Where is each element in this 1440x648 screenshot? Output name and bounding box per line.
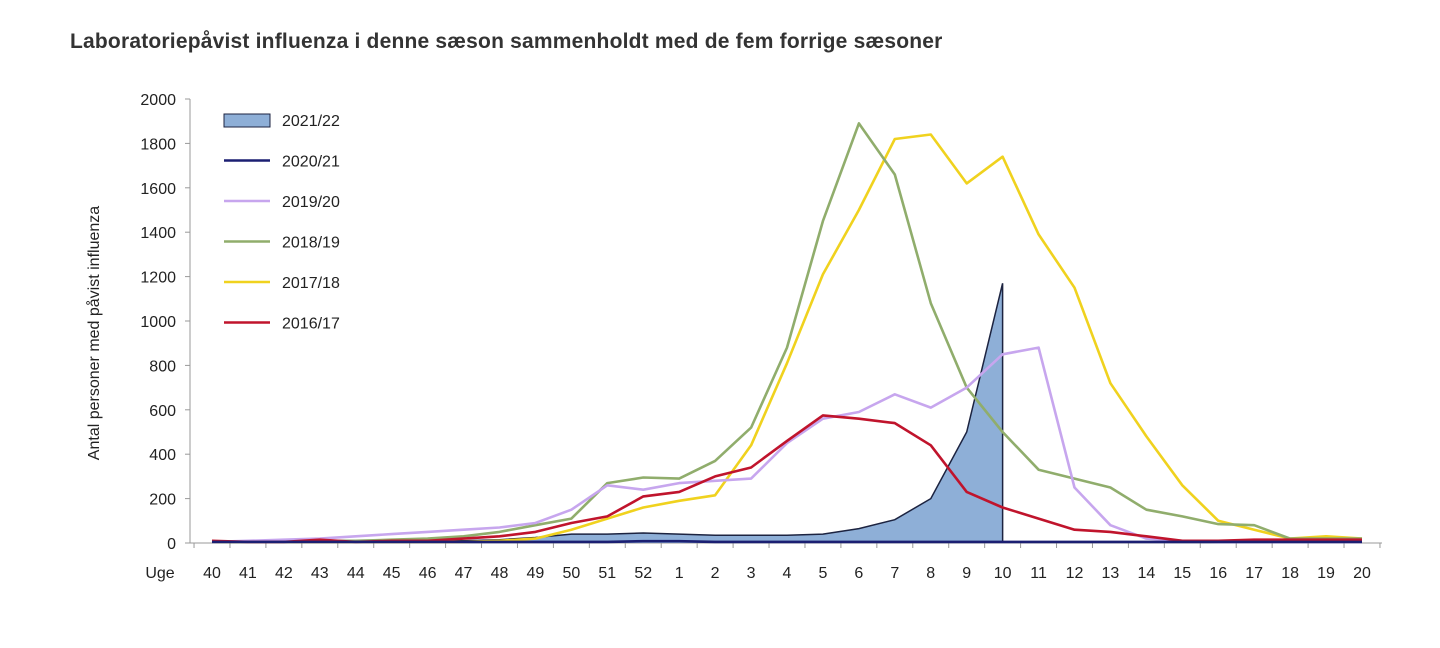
x-tick-label: 16 [1209, 565, 1227, 582]
series-2021-22-area [212, 283, 1003, 543]
x-tick-label: 13 [1102, 565, 1120, 582]
x-tick-label: 42 [275, 565, 293, 582]
legend-label: 2019/20 [282, 194, 340, 211]
x-tick-label: 46 [419, 565, 437, 582]
legend-label: 2016/17 [282, 316, 340, 333]
x-tick-label: 1 [675, 565, 684, 582]
x-tick-label: 47 [455, 565, 473, 582]
x-tick-label: 17 [1245, 565, 1263, 582]
x-tick-label: 15 [1173, 565, 1191, 582]
x-tick-label: 9 [962, 565, 971, 582]
x-tick-label: 41 [239, 565, 257, 582]
y-tick-label: 1600 [140, 181, 176, 198]
series-2020-21-line [212, 539, 1362, 544]
x-tick-label: 11 [1030, 565, 1047, 582]
x-tick-label: 44 [347, 565, 365, 582]
x-tick-label: 3 [747, 565, 756, 582]
y-axis-label: Antal personer med påvist influenza [85, 206, 103, 460]
y-tick-label: 400 [149, 447, 176, 464]
y-tick-label: 2000 [140, 92, 176, 109]
x-tick-label: 10 [994, 565, 1012, 582]
x-tick-label: 50 [562, 565, 580, 582]
y-tick-label: 600 [149, 403, 176, 420]
x-tick-label: 51 [598, 565, 616, 582]
x-tick-label: 40 [203, 565, 221, 582]
y-tick-label: 1400 [140, 225, 176, 242]
legend-label: 2021/22 [282, 113, 340, 130]
chart-title: Laboratoriepåvist influenza i denne sæso… [70, 30, 943, 53]
series-2016-17-line [211, 414, 1362, 544]
x-tick-label: 43 [311, 565, 329, 582]
x-tick-label: 12 [1066, 565, 1084, 582]
x-tick-label: 8 [926, 565, 935, 582]
y-tick-label: 200 [149, 492, 176, 509]
y-tick-label: 1200 [140, 270, 176, 287]
x-tick-label: 7 [890, 565, 899, 582]
x-tick-label: 19 [1317, 565, 1335, 582]
series-2018-19-line [212, 122, 1362, 544]
x-tick-label: 6 [854, 565, 863, 582]
y-tick-label: 1000 [140, 314, 176, 331]
x-tick-label: 5 [818, 565, 827, 582]
y-tick-label: 1800 [140, 136, 176, 153]
x-tick-label: 2 [711, 565, 720, 582]
x-tick-label: 45 [383, 565, 401, 582]
x-tick-label: 20 [1353, 565, 1371, 582]
x-tick-label: 14 [1137, 565, 1155, 582]
x-tick-label: 4 [783, 565, 792, 582]
y-tick-label: 800 [149, 358, 176, 375]
legend-label: 2018/19 [282, 235, 340, 252]
y-tick-label: 0 [167, 536, 176, 553]
legend-swatch [223, 113, 271, 128]
series-2017-18-line [212, 133, 1363, 544]
x-tick-label: 49 [527, 565, 545, 582]
series-2019-20-line [211, 346, 1362, 544]
x-tick-label: 52 [634, 565, 652, 582]
x-tick-label: 18 [1281, 565, 1299, 582]
legend-label: 2020/21 [282, 154, 340, 171]
legend-label: 2017/18 [282, 275, 340, 292]
x-tick-label: 48 [491, 565, 509, 582]
x-axis-label: Uge [145, 565, 174, 582]
